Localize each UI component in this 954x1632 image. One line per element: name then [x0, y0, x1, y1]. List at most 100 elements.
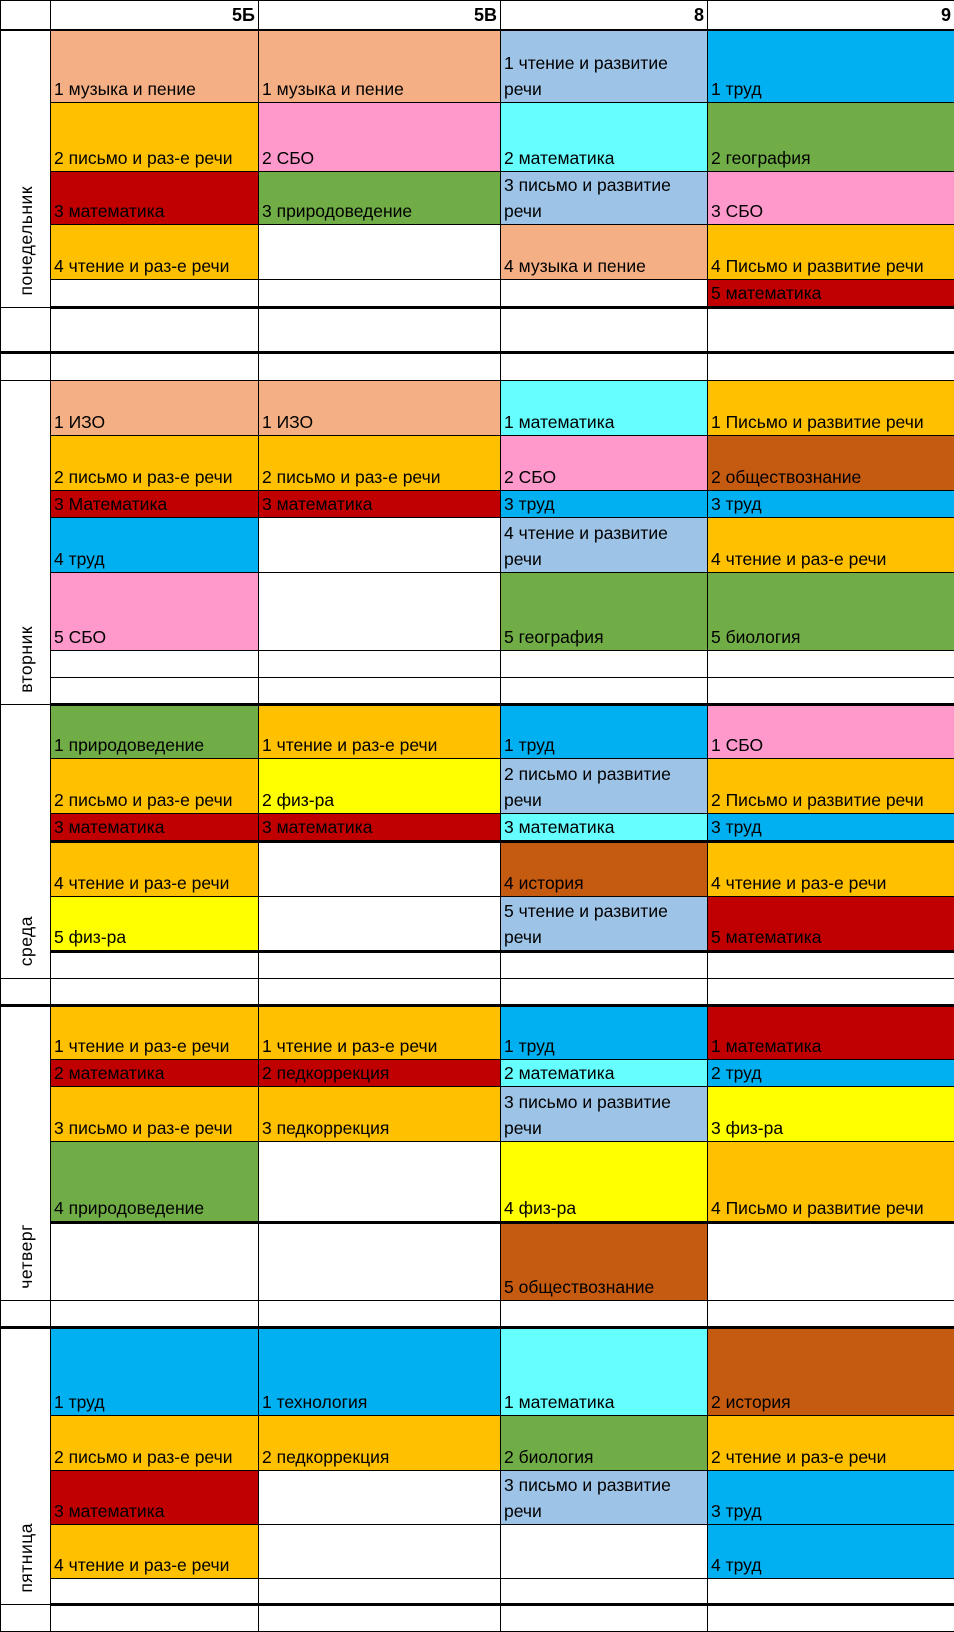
lesson-cell[interactable]: 2 СБО [501, 435, 708, 490]
lesson-cell[interactable] [259, 307, 501, 352]
lesson-cell[interactable]: 3 математика [51, 813, 259, 841]
lesson-cell[interactable]: 1 труд [501, 704, 708, 758]
lesson-cell[interactable]: 4 чтение и раз-е речи [708, 517, 954, 572]
lesson-cell[interactable] [51, 1604, 259, 1631]
lesson-cell[interactable] [501, 1300, 708, 1327]
lesson-cell[interactable] [51, 1300, 259, 1327]
lesson-cell[interactable]: 4 труд [708, 1524, 954, 1578]
lesson-cell[interactable] [51, 352, 259, 380]
lesson-cell[interactable]: 4 Письмо и развитие речи [708, 1141, 954, 1222]
lesson-cell[interactable]: 4 чтение и раз-е речи [51, 841, 259, 896]
lesson-cell[interactable] [501, 352, 708, 380]
lesson-cell[interactable]: 4 чтение и раз-е речи [708, 841, 954, 896]
lesson-cell[interactable]: 1 труд [51, 1327, 259, 1415]
lesson-cell[interactable]: 2 история [708, 1327, 954, 1415]
lesson-cell[interactable]: 2 письмо и раз-е речи [51, 758, 259, 813]
lesson-cell[interactable]: 3 математика [51, 1470, 259, 1524]
lesson-cell[interactable]: 5 обществознание [501, 1222, 708, 1300]
lesson-cell[interactable] [259, 896, 501, 951]
lesson-cell[interactable]: 2 физ-ра [259, 758, 501, 813]
lesson-cell[interactable] [501, 650, 708, 677]
lesson-cell[interactable]: 4 музыка и пение [501, 224, 708, 279]
lesson-cell[interactable]: 4 Письмо и развитие речи [708, 224, 954, 279]
lesson-cell[interactable] [501, 307, 708, 352]
lesson-cell[interactable]: 1 ИЗО [259, 380, 501, 435]
lesson-cell[interactable]: 2 биология [501, 1415, 708, 1470]
lesson-cell[interactable] [259, 1222, 501, 1300]
lesson-cell[interactable]: 1 чтение и раз-е речи [259, 704, 501, 758]
lesson-cell[interactable] [708, 1604, 954, 1631]
lesson-cell[interactable]: 3 труд [708, 813, 954, 841]
lesson-cell[interactable] [501, 978, 708, 1005]
lesson-cell[interactable]: 3 математика [259, 490, 501, 517]
lesson-cell[interactable] [501, 279, 708, 307]
lesson-cell[interactable] [259, 279, 501, 307]
lesson-cell[interactable] [259, 1604, 501, 1631]
lesson-cell[interactable]: 3 математика [501, 813, 708, 841]
lesson-cell[interactable] [501, 1524, 708, 1578]
lesson-cell[interactable]: 3 труд [708, 1470, 954, 1524]
lesson-cell[interactable]: 2 письмо и раз-е речи [51, 102, 259, 171]
lesson-cell[interactable] [51, 279, 259, 307]
lesson-cell[interactable]: 3 письмо и развитие речи [501, 171, 708, 224]
lesson-cell[interactable] [51, 951, 259, 978]
lesson-cell[interactable] [708, 307, 954, 352]
lesson-cell[interactable] [51, 978, 259, 1005]
lesson-cell[interactable] [51, 1578, 259, 1604]
lesson-cell[interactable] [259, 978, 501, 1005]
lesson-cell[interactable] [259, 1524, 501, 1578]
lesson-cell[interactable]: 5 биология [708, 572, 954, 650]
lesson-cell[interactable] [259, 650, 501, 677]
lesson-cell[interactable]: 2 письмо и раз-е речи [259, 435, 501, 490]
lesson-cell[interactable]: 1 математика [708, 1005, 954, 1059]
lesson-cell[interactable]: 5 физ-ра [51, 896, 259, 951]
lesson-cell[interactable]: 1 труд [708, 30, 954, 102]
lesson-cell[interactable]: 1 СБО [708, 704, 954, 758]
lesson-cell[interactable]: 5 математика [708, 896, 954, 951]
lesson-cell[interactable]: 3 письмо и раз-е речи [51, 1086, 259, 1141]
lesson-cell[interactable] [259, 224, 501, 279]
lesson-cell[interactable] [259, 1141, 501, 1222]
lesson-cell[interactable]: 3 математика [51, 171, 259, 224]
lesson-cell[interactable]: 1 чтение и развитие речи [501, 30, 708, 102]
lesson-cell[interactable]: 3 педкоррекция [259, 1086, 501, 1141]
lesson-cell[interactable]: 4 чтение и развитие речи [501, 517, 708, 572]
lesson-cell[interactable]: 2 письмо и раз-е речи [51, 1415, 259, 1470]
lesson-cell[interactable]: 4 труд [51, 517, 259, 572]
lesson-cell[interactable]: 3 математика [259, 813, 501, 841]
lesson-cell[interactable] [259, 1300, 501, 1327]
lesson-cell[interactable]: 1 чтение и раз-е речи [51, 1005, 259, 1059]
lesson-cell[interactable] [501, 951, 708, 978]
lesson-cell[interactable]: 2 письмо и раз-е речи [51, 435, 259, 490]
lesson-cell[interactable] [259, 1470, 501, 1524]
lesson-cell[interactable] [259, 951, 501, 978]
lesson-cell[interactable]: 5 чтение и развитие речи [501, 896, 708, 951]
lesson-cell[interactable] [259, 572, 501, 650]
lesson-cell[interactable]: 3 письмо и развитие речи [501, 1470, 708, 1524]
lesson-cell[interactable]: 1 музыка и пение [51, 30, 259, 102]
lesson-cell[interactable]: 5 СБО [51, 572, 259, 650]
lesson-cell[interactable]: 2 педкоррекция [259, 1415, 501, 1470]
lesson-cell[interactable]: 2 математика [501, 102, 708, 171]
lesson-cell[interactable]: 3 труд [501, 490, 708, 517]
lesson-cell[interactable]: 3 Математика [51, 490, 259, 517]
lesson-cell[interactable]: 2 труд [708, 1059, 954, 1086]
lesson-cell[interactable] [708, 650, 954, 677]
lesson-cell[interactable]: 1 природоведение [51, 704, 259, 758]
lesson-cell[interactable] [708, 677, 954, 704]
lesson-cell[interactable]: 5 география [501, 572, 708, 650]
lesson-cell[interactable]: 1 чтение и раз-е речи [259, 1005, 501, 1059]
lesson-cell[interactable]: 2 математика [501, 1059, 708, 1086]
lesson-cell[interactable] [259, 517, 501, 572]
lesson-cell[interactable] [708, 1300, 954, 1327]
lesson-cell[interactable]: 4 чтение и раз-е речи [51, 1524, 259, 1578]
lesson-cell[interactable]: 1 математика [501, 380, 708, 435]
lesson-cell[interactable]: 4 история [501, 841, 708, 896]
lesson-cell[interactable] [259, 677, 501, 704]
lesson-cell[interactable]: 3 СБО [708, 171, 954, 224]
lesson-cell[interactable]: 1 музыка и пение [259, 30, 501, 102]
lesson-cell[interactable]: 3 физ-ра [708, 1086, 954, 1141]
lesson-cell[interactable] [708, 978, 954, 1005]
lesson-cell[interactable]: 2 педкоррекция [259, 1059, 501, 1086]
lesson-cell[interactable] [51, 650, 259, 677]
